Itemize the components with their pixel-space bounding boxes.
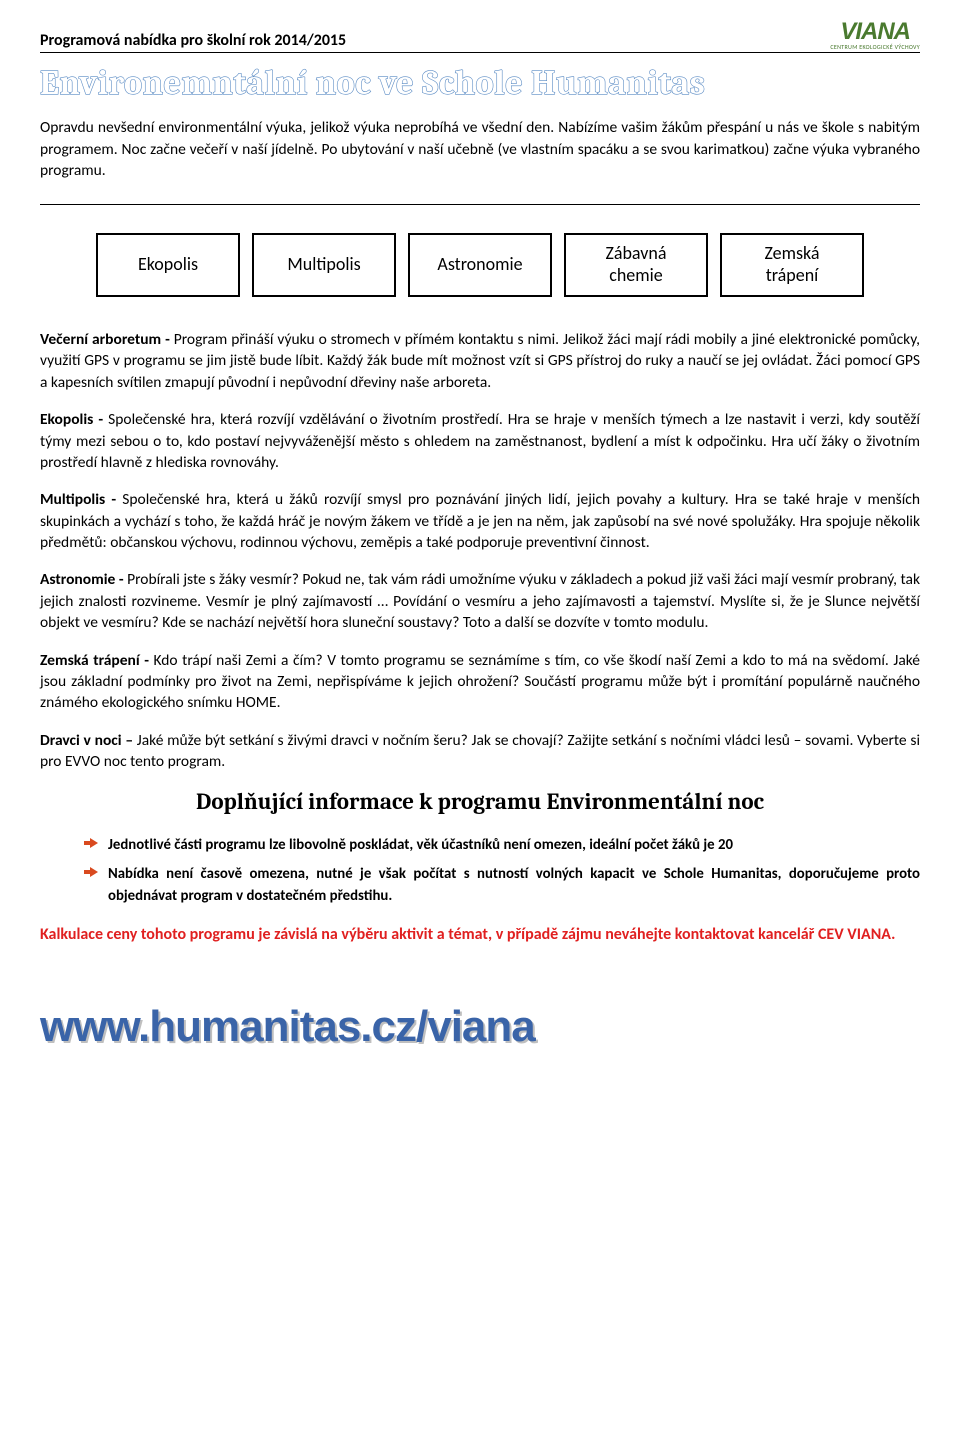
module-label: Astronomie <box>437 254 522 276</box>
module-box: Zemská trápení <box>720 233 864 297</box>
logo-word: VIANA <box>840 20 910 44</box>
para-lead: Multipolis - <box>40 490 122 509</box>
para-lead: Dravci v noci – <box>40 731 137 750</box>
header-title: Programová nabídka pro školní rok 2014/2… <box>40 31 346 50</box>
module-box: Multipolis <box>252 233 396 297</box>
para-body: Kdo trápí naši Zemi a čím? V tomto progr… <box>40 651 920 713</box>
para-lead: Večerní arboretum - <box>40 330 174 349</box>
para-body: Společenské hra, která u žáků rozvíjí sm… <box>40 490 920 552</box>
module-label: Zemská trápení <box>764 243 819 286</box>
arrow-right-icon <box>84 865 98 879</box>
page-title: Environemntální noc ve Schole Humanitas <box>40 63 920 103</box>
para-lead: Ekopolis - <box>40 410 108 429</box>
module-box: Astronomie <box>408 233 552 297</box>
price-note: Kalkulace ceny tohoto programu je závisl… <box>40 924 920 946</box>
bullet-list: Jednotlivé části programu lze libovolně … <box>84 833 920 906</box>
module-label: Ekopolis <box>138 254 198 276</box>
header: Programová nabídka pro školní rok 2014/2… <box>40 20 920 53</box>
logo-subtitle: CENTRUM EKOLOGICKÉ VÝCHOVY <box>830 44 920 50</box>
subheading: Doplňující informace k programu Environm… <box>40 788 920 815</box>
paragraph-multipolis: Multipolis - Společenské hra, která u žá… <box>40 489 920 553</box>
module-label: Multipolis <box>287 254 360 276</box>
para-lead: Astronomie - <box>40 570 127 589</box>
para-body: Společenské hra, která rozvíjí vzděláván… <box>40 410 920 472</box>
bullet-item: Jednotlivé části programu lze libovolně … <box>84 833 920 855</box>
logo: VIANA CENTRUM EKOLOGICKÉ VÝCHOVY <box>830 20 920 50</box>
para-lead: Zemská trápení - <box>40 651 153 670</box>
intro-paragraph: Opravdu nevšední environmentální výuka, … <box>40 117 920 182</box>
arrow-right-icon <box>84 836 98 850</box>
divider <box>40 204 920 205</box>
module-box: Zábavná chemie <box>564 233 708 297</box>
bullet-item: Nabídka není časově omezena, nutné je vš… <box>84 862 920 906</box>
paragraph-zemska: Zemská trápení - Kdo trápí naši Zemi a č… <box>40 650 920 714</box>
paragraph-astronomie: Astronomie - Probírali jste s žáky vesmí… <box>40 569 920 633</box>
paragraph-ekopolis: Ekopolis - Společenské hra, která rozvíj… <box>40 409 920 473</box>
footer-url: www.humanitas.cz/viana <box>40 1002 920 1052</box>
module-box: Ekopolis <box>96 233 240 297</box>
paragraph-arboretum: Večerní arboretum - Program přináší výuk… <box>40 329 920 393</box>
para-body: Probírali jste s žáky vesmír? Pokud ne, … <box>40 570 920 632</box>
bullet-text: Jednotlivé části programu lze libovolně … <box>108 833 733 855</box>
para-body: Jaké může být setkání s živými dravci v … <box>40 731 920 771</box>
module-label: Zábavná chemie <box>606 243 667 286</box>
module-boxes-row: Ekopolis Multipolis Astronomie Zábavná c… <box>40 233 920 297</box>
bullet-text: Nabídka není časově omezena, nutné je vš… <box>108 862 920 906</box>
paragraph-dravci: Dravci v noci – Jaké může být setkání s … <box>40 730 920 773</box>
